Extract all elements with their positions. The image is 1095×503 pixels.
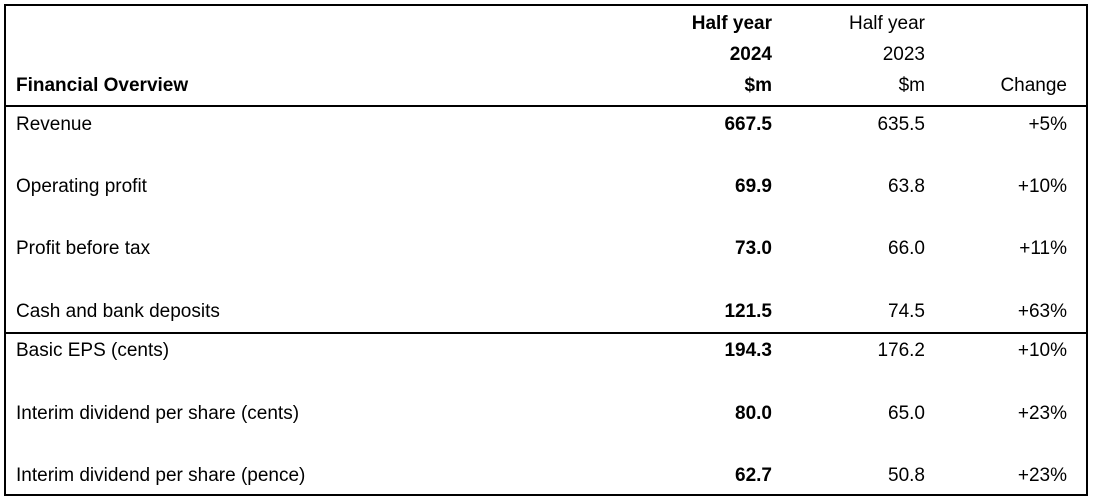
value-2023: 176.2 [877, 340, 925, 361]
value-2024: 121.5 [724, 301, 772, 322]
col-2023-header-line1: Half year [848, 13, 925, 34]
value-2024: 69.9 [735, 176, 772, 197]
row-label: Interim dividend per share (cents) [16, 403, 300, 424]
value-2023: 635.5 [877, 114, 925, 135]
col-2024-header-unit: $m [744, 75, 772, 96]
row-label: Interim dividend per share (pence) [16, 465, 306, 486]
value-change: +10% [1017, 340, 1067, 361]
header-divider [4, 105, 1088, 107]
col-change-header: Change [1000, 75, 1067, 96]
col-2024-header-line1: Half year [691, 13, 772, 34]
value-2023: 50.8 [888, 465, 925, 486]
value-change: +5% [1028, 114, 1067, 135]
table-title: Financial Overview [16, 75, 189, 96]
value-2024: 194.3 [724, 340, 772, 361]
row-label: Basic EPS (cents) [16, 340, 170, 361]
value-2023: 65.0 [888, 403, 925, 424]
value-2024: 62.7 [735, 465, 772, 486]
financial-overview-table [4, 4, 1088, 496]
value-2023: 66.0 [888, 238, 925, 259]
value-2024: 73.0 [735, 238, 772, 259]
value-change: +23% [1017, 465, 1067, 486]
row-label: Profit before tax [16, 238, 151, 259]
section-divider [4, 332, 1088, 334]
value-2023: 63.8 [888, 176, 925, 197]
col-2023-header-line2: 2023 [882, 44, 925, 65]
value-2023: 74.5 [888, 301, 925, 322]
value-change: +23% [1017, 403, 1067, 424]
value-change: +10% [1017, 176, 1067, 197]
value-change: +11% [1019, 238, 1067, 259]
row-label: Revenue [16, 114, 93, 135]
col-2023-header-unit: $m [898, 75, 925, 96]
value-2024: 80.0 [735, 403, 772, 424]
value-change: +63% [1017, 301, 1067, 322]
row-label: Operating profit [16, 176, 147, 197]
col-2024-header-line2: 2024 [729, 44, 772, 65]
value-2024: 667.5 [724, 114, 772, 135]
row-label: Cash and bank deposits [16, 301, 220, 322]
